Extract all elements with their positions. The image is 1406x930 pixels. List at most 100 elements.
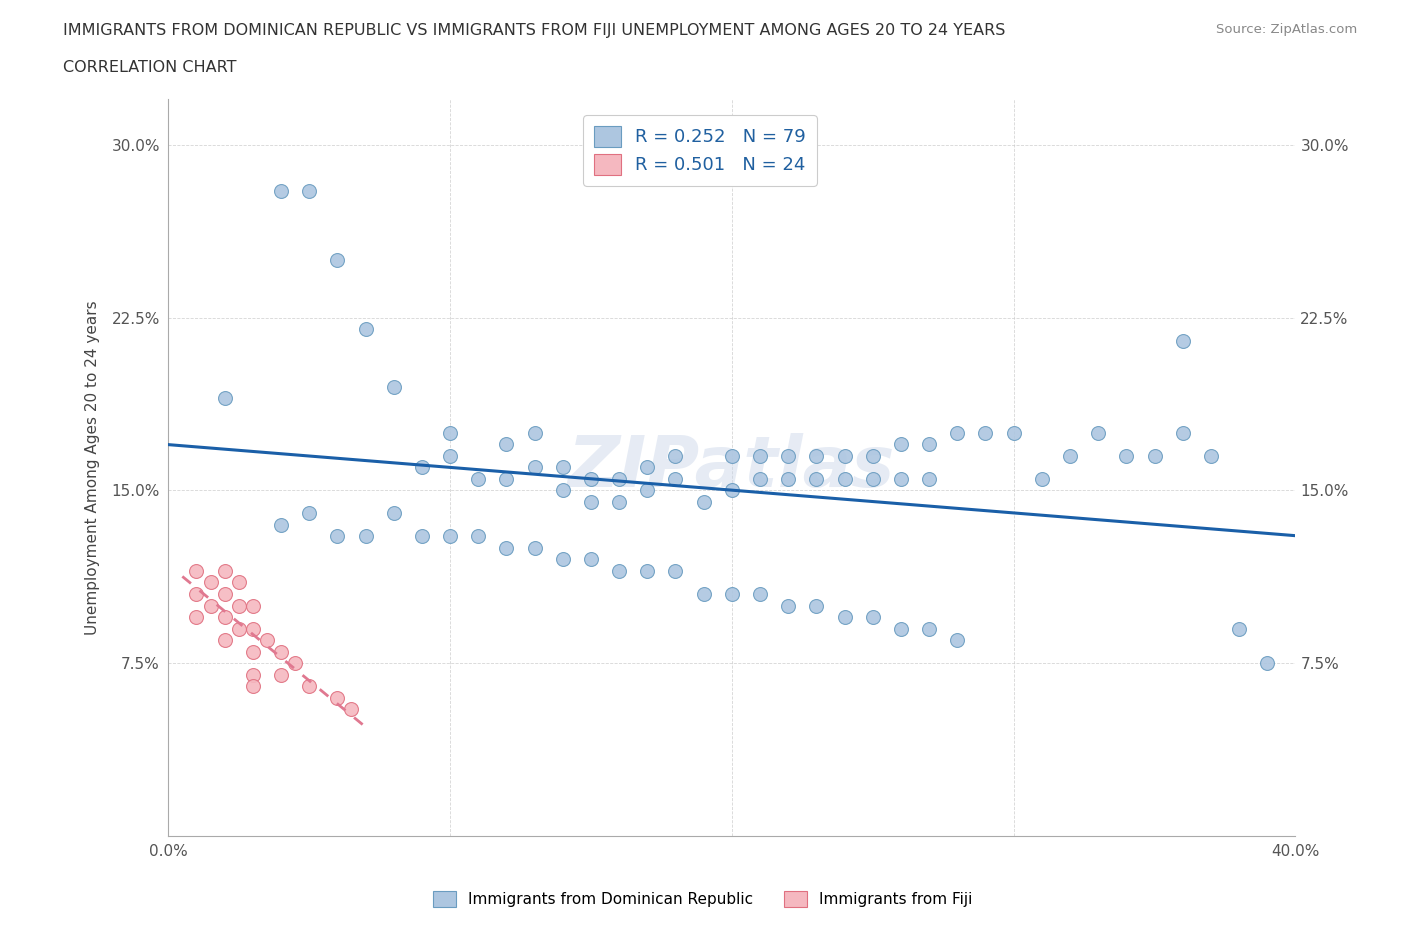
- Point: [974, 425, 997, 440]
- Point: [439, 425, 461, 440]
- Point: [946, 632, 969, 647]
- Point: [298, 183, 321, 198]
- Point: [270, 517, 292, 532]
- Point: [495, 540, 517, 555]
- Point: [946, 425, 969, 440]
- Point: [1002, 425, 1025, 440]
- Legend: Immigrants from Dominican Republic, Immigrants from Fiji: Immigrants from Dominican Republic, Immi…: [427, 884, 979, 913]
- Point: [495, 472, 517, 486]
- Point: [607, 564, 630, 578]
- Point: [579, 495, 602, 510]
- Point: [890, 472, 912, 486]
- Point: [242, 621, 264, 636]
- Point: [918, 621, 941, 636]
- Point: [749, 472, 772, 486]
- Point: [186, 587, 208, 602]
- Point: [1171, 333, 1194, 348]
- Point: [721, 483, 744, 498]
- Point: [749, 587, 772, 602]
- Point: [806, 448, 828, 463]
- Point: [200, 598, 222, 613]
- Text: ZIPatlas: ZIPatlas: [568, 432, 896, 502]
- Point: [607, 472, 630, 486]
- Point: [834, 609, 856, 624]
- Point: [523, 540, 546, 555]
- Point: [551, 552, 574, 567]
- Legend: R = 0.252   N = 79, R = 0.501   N = 24: R = 0.252 N = 79, R = 0.501 N = 24: [583, 115, 817, 186]
- Point: [692, 495, 714, 510]
- Point: [242, 644, 264, 659]
- Point: [214, 391, 236, 405]
- Point: [256, 632, 278, 647]
- Point: [1227, 621, 1250, 636]
- Point: [1115, 448, 1137, 463]
- Point: [242, 598, 264, 613]
- Point: [242, 679, 264, 694]
- Point: [214, 632, 236, 647]
- Point: [411, 459, 433, 474]
- Point: [862, 472, 884, 486]
- Point: [607, 495, 630, 510]
- Point: [664, 564, 686, 578]
- Point: [749, 448, 772, 463]
- Point: [834, 472, 856, 486]
- Point: [298, 679, 321, 694]
- Text: Source: ZipAtlas.com: Source: ZipAtlas.com: [1216, 23, 1357, 36]
- Point: [523, 425, 546, 440]
- Point: [270, 183, 292, 198]
- Point: [495, 437, 517, 452]
- Point: [382, 506, 405, 521]
- Point: [242, 667, 264, 682]
- Point: [200, 575, 222, 590]
- Point: [270, 644, 292, 659]
- Point: [228, 621, 250, 636]
- Point: [467, 529, 489, 544]
- Point: [721, 587, 744, 602]
- Point: [326, 690, 349, 705]
- Point: [551, 459, 574, 474]
- Point: [270, 667, 292, 682]
- Point: [664, 472, 686, 486]
- Point: [862, 448, 884, 463]
- Point: [862, 609, 884, 624]
- Point: [298, 506, 321, 521]
- Y-axis label: Unemployment Among Ages 20 to 24 years: Unemployment Among Ages 20 to 24 years: [86, 300, 100, 634]
- Point: [1059, 448, 1081, 463]
- Point: [806, 472, 828, 486]
- Point: [778, 472, 800, 486]
- Point: [1143, 448, 1166, 463]
- Point: [411, 529, 433, 544]
- Point: [284, 656, 307, 671]
- Point: [918, 437, 941, 452]
- Point: [326, 529, 349, 544]
- Point: [214, 564, 236, 578]
- Point: [721, 448, 744, 463]
- Text: IMMIGRANTS FROM DOMINICAN REPUBLIC VS IMMIGRANTS FROM FIJI UNEMPLOYMENT AMONG AG: IMMIGRANTS FROM DOMINICAN REPUBLIC VS IM…: [63, 23, 1005, 38]
- Point: [523, 459, 546, 474]
- Point: [778, 598, 800, 613]
- Point: [1199, 448, 1222, 463]
- Point: [692, 587, 714, 602]
- Point: [1087, 425, 1109, 440]
- Point: [636, 459, 658, 474]
- Point: [340, 702, 363, 717]
- Point: [834, 448, 856, 463]
- Point: [186, 564, 208, 578]
- Point: [439, 529, 461, 544]
- Point: [551, 483, 574, 498]
- Point: [664, 448, 686, 463]
- Point: [214, 587, 236, 602]
- Point: [382, 379, 405, 394]
- Point: [1256, 656, 1278, 671]
- Point: [354, 529, 377, 544]
- Point: [806, 598, 828, 613]
- Point: [228, 598, 250, 613]
- Point: [890, 437, 912, 452]
- Point: [778, 448, 800, 463]
- Point: [636, 483, 658, 498]
- Point: [579, 552, 602, 567]
- Point: [918, 472, 941, 486]
- Text: CORRELATION CHART: CORRELATION CHART: [63, 60, 236, 75]
- Point: [467, 472, 489, 486]
- Point: [1031, 472, 1053, 486]
